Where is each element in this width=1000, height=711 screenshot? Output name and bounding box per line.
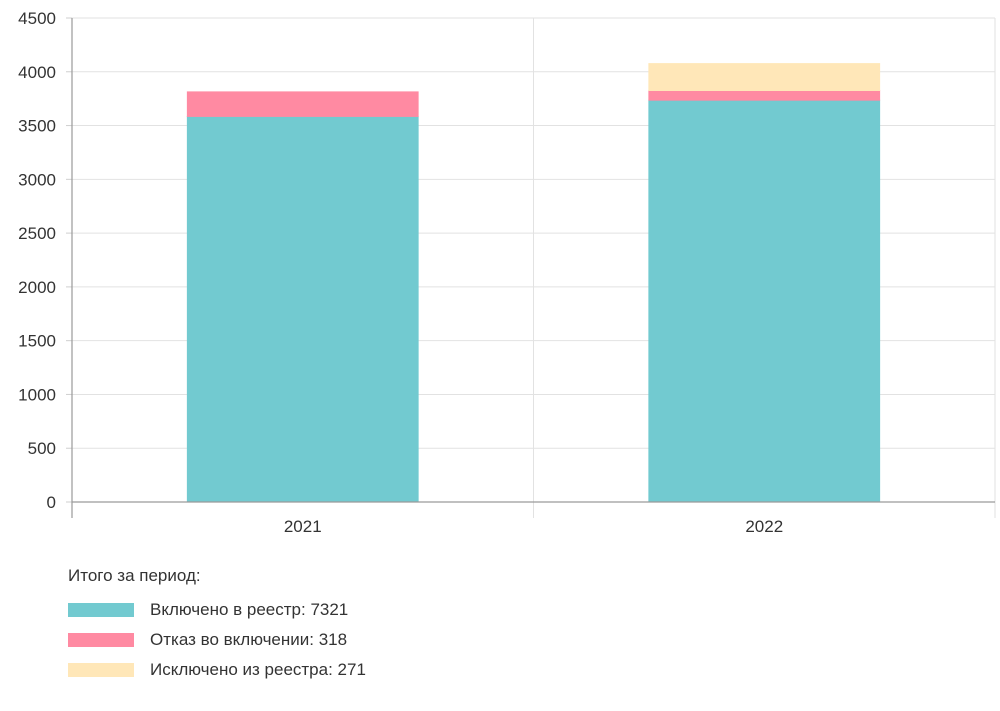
x-axis-ticks: 2021 2022	[284, 517, 783, 536]
bar-2022-series-0	[648, 99, 881, 503]
y-tick-label-2500: 2500	[18, 224, 56, 243]
y-tick-label-2000: 2000	[18, 278, 56, 297]
legend-label-refused: Отказ во включении: 318	[150, 630, 348, 649]
y-tick-label-500: 500	[28, 439, 56, 458]
legend-title: Итого за период:	[68, 566, 201, 585]
bar-2022-series-1	[648, 89, 881, 101]
y-tick-label-0: 0	[47, 493, 56, 512]
axes	[71, 18, 995, 518]
bar-2022-series-2	[648, 63, 881, 91]
y-tick-label-1500: 1500	[18, 332, 56, 351]
bars	[186, 63, 881, 503]
y-tick-label-4000: 4000	[18, 63, 56, 82]
legend-item-refused[interactable]: Отказ во включении: 318	[68, 628, 366, 652]
bar-2021-series-0	[186, 115, 419, 503]
x-tick-label-2022: 2022	[745, 517, 783, 536]
legend-swatch-refused	[68, 633, 134, 647]
legend: Итого за период: Включено в реестр: 7321…	[68, 564, 366, 688]
legend-item-excluded[interactable]: Исключено из реестра: 271	[68, 658, 366, 682]
bar-2021-series-1	[186, 91, 419, 117]
y-tick-label-4500: 4500	[18, 9, 56, 28]
legend-label-excluded: Исключено из реестра: 271	[150, 660, 366, 679]
legend-swatch-excluded	[68, 663, 134, 677]
y-tick-label-3000: 3000	[18, 170, 56, 189]
y-axis-ticks: 0 500 1000 1500 2000 2500 3000 3500 4000 4500	[18, 9, 56, 512]
legend-swatch-included	[68, 603, 134, 617]
x-tick-label-2021: 2021	[284, 517, 322, 536]
y-tick-label-3500: 3500	[18, 117, 56, 136]
legend-item-included[interactable]: Включено в реестр: 7321	[68, 598, 366, 622]
y-tick-label-1000: 1000	[18, 385, 56, 404]
legend-label-included: Включено в реестр: 7321	[150, 600, 349, 619]
